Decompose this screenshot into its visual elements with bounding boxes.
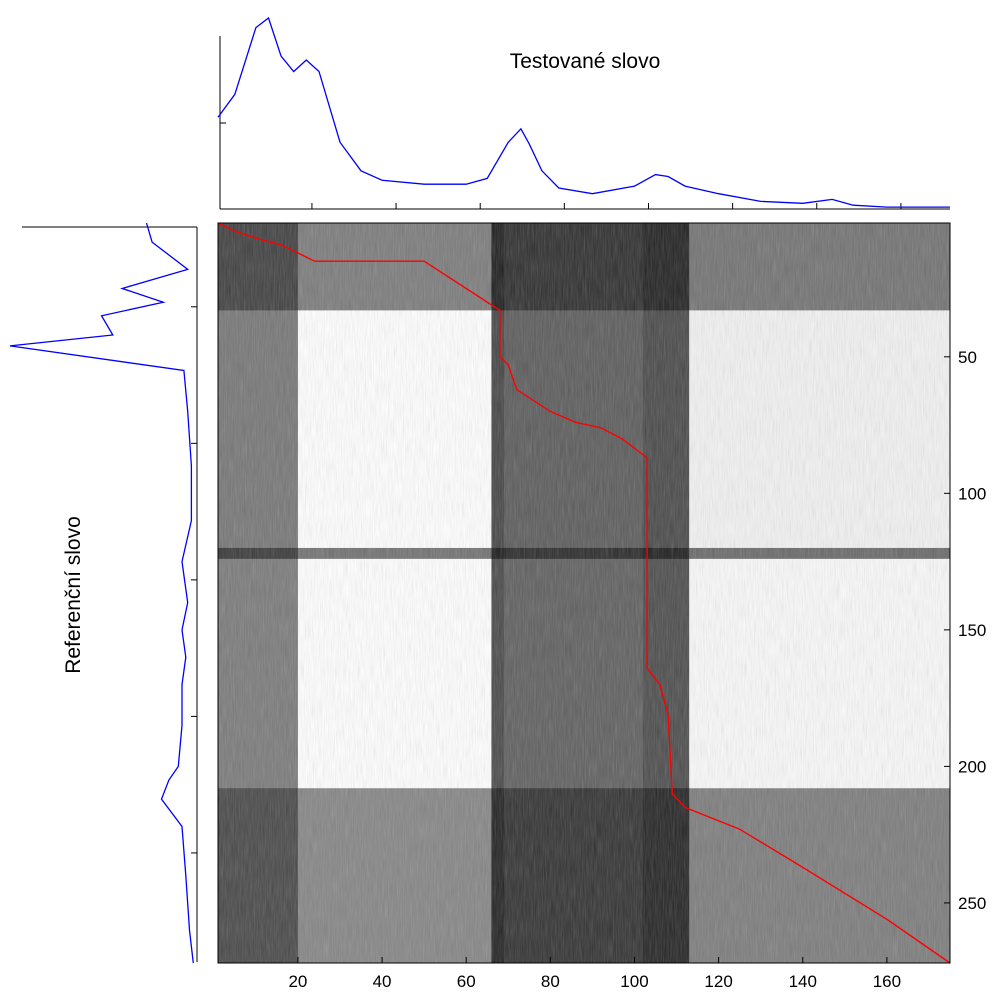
top-panel-x-ticks xyxy=(311,203,902,209)
heatmap-y-tick-label: 100 xyxy=(958,484,986,503)
left-panel-label: Referenční slovo xyxy=(62,516,85,674)
heatmap-x-tick-label: 120 xyxy=(704,972,732,991)
heatmap-y-tick-label: 50 xyxy=(958,348,977,367)
left-signal-line xyxy=(9,222,194,964)
heatmap-y-tick-label: 200 xyxy=(958,757,986,776)
heatmap-y-tick-label: 150 xyxy=(958,621,986,640)
left-panel-y-ticks xyxy=(191,306,197,854)
heatmap-panel: 20 40 60 80 100 120 140 160 50 100 150 200 250 xyxy=(217,222,986,991)
heatmap-x-tick-label: 40 xyxy=(373,972,392,991)
heatmap-x-axis: 20 40 60 80 100 120 140 160 xyxy=(288,957,901,991)
heatmap-x-tick-label: 100 xyxy=(620,972,648,991)
heatmap-x-tick-label: 160 xyxy=(873,972,901,991)
top-panel-title: Testované slovo xyxy=(510,50,661,73)
heatmap-grain xyxy=(218,223,950,963)
heatmap-y-axis: 50 100 150 200 250 xyxy=(944,348,986,913)
heatmap-y-tick-label: 250 xyxy=(958,894,986,913)
heatmap-x-tick-label: 20 xyxy=(288,972,307,991)
warping-path xyxy=(217,222,951,964)
heatmap-x-tick-label: 60 xyxy=(457,972,476,991)
left-signal-panel: Referenční slovo xyxy=(9,222,198,964)
heatmap-x-tick-label: 80 xyxy=(541,972,560,991)
top-signal-panel: Testované slovo xyxy=(217,16,950,210)
heatmap-frame xyxy=(217,222,951,964)
heatmap-x-tick-label: 140 xyxy=(789,972,817,991)
top-signal-line xyxy=(217,16,950,208)
